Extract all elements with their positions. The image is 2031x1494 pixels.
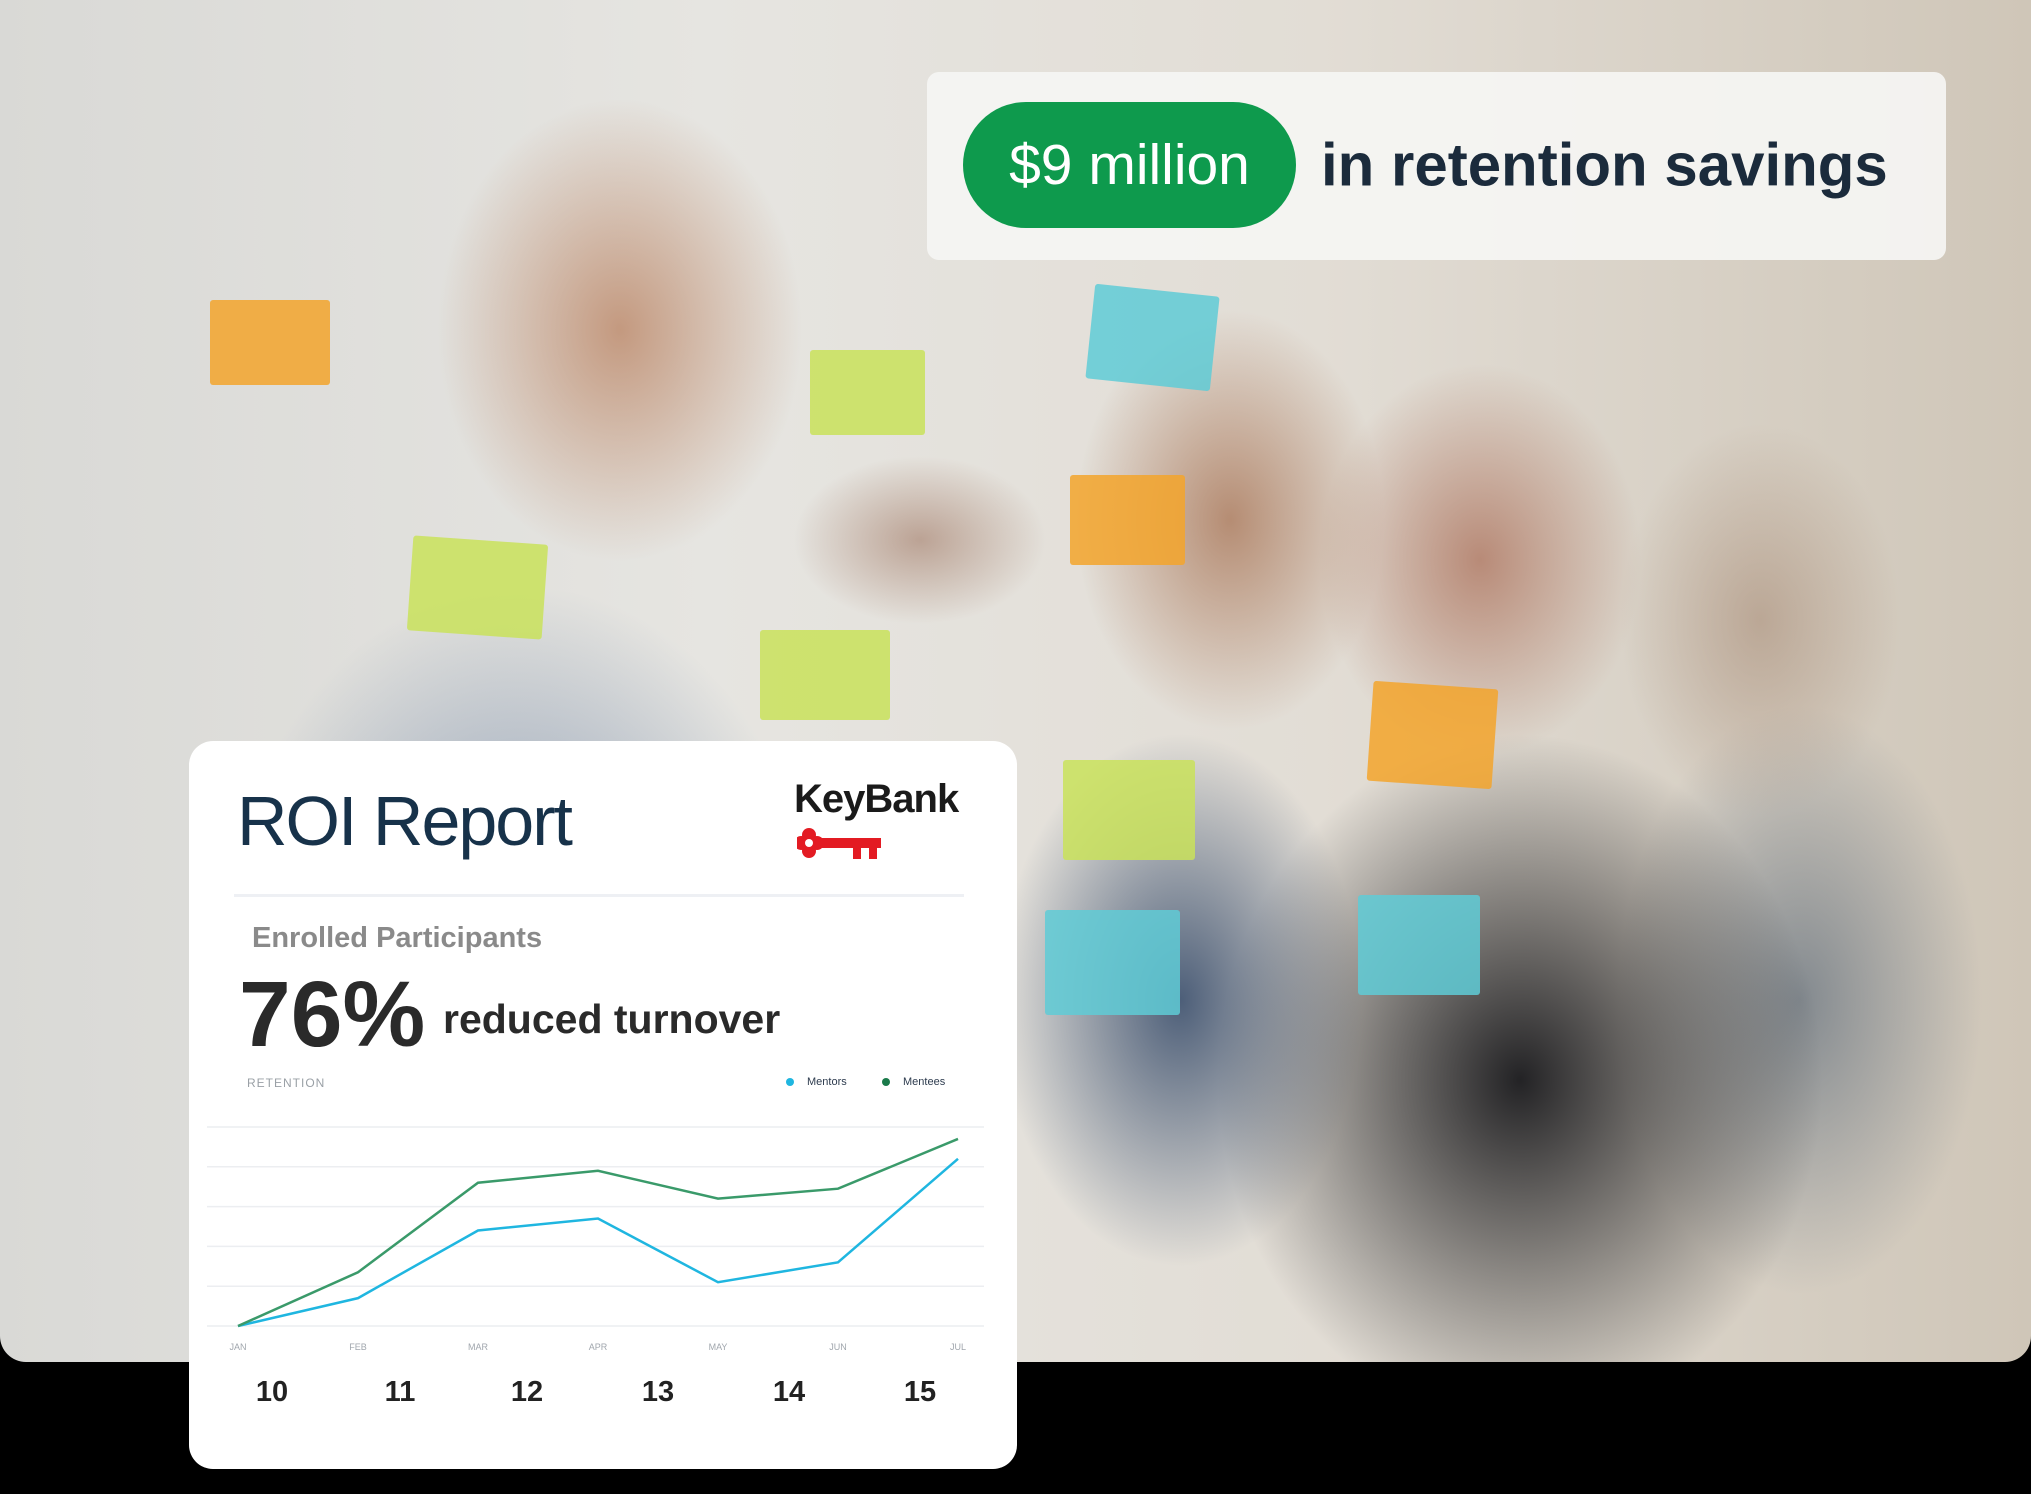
x-tick-label: MAR (468, 1342, 488, 1352)
savings-banner: $9 million in retention savings (927, 72, 1946, 260)
chart-title: RETENTION (247, 1076, 326, 1090)
sticky-note (1085, 283, 1220, 392)
legend-dot-mentors (786, 1078, 794, 1086)
sticky-note (1358, 895, 1480, 995)
legend-label-mentees: Mentees (903, 1076, 946, 1088)
card-title: ROI Report (237, 782, 573, 860)
x-tick-label: FEB (349, 1342, 367, 1352)
sticky-note (1366, 680, 1499, 790)
sticky-note (810, 350, 925, 435)
period-number: 15 (903, 1376, 937, 1408)
sticky-note (406, 535, 549, 640)
period-number: 11 (384, 1376, 416, 1408)
sticky-note (1070, 475, 1185, 565)
legend-label-mentors: Mentors (807, 1076, 847, 1088)
retention-chart (207, 1126, 984, 1328)
divider (234, 894, 964, 897)
series-line-mentees (237, 1137, 959, 1328)
x-tick-label: APR (588, 1342, 608, 1352)
section-subtitle: Enrolled Participants (252, 922, 543, 954)
x-tick-label: JAN (229, 1342, 247, 1352)
roi-report-card: ROI Report KeyBank Enrolled Participants… (189, 741, 1017, 1469)
sticky-note (210, 300, 330, 385)
x-tick-label: JUL (949, 1342, 967, 1352)
period-number: 14 (772, 1376, 806, 1408)
stat-value: 76% (239, 962, 426, 1066)
stat-label: reduced turnover (443, 996, 781, 1042)
period-number: 13 (641, 1376, 675, 1408)
savings-amount-pill: $9 million (963, 102, 1296, 228)
key-icon (797, 828, 881, 859)
sticky-note (760, 630, 890, 720)
keybank-logo: KeyBank (794, 777, 959, 821)
savings-label: in retention savings (1321, 131, 1888, 199)
legend-dot-mentees (882, 1078, 890, 1086)
sticky-note (1045, 910, 1180, 1015)
period-number: 12 (510, 1376, 544, 1408)
series-line-mentors (237, 1157, 959, 1328)
sticky-note (1063, 760, 1195, 860)
period-number: 10 (255, 1376, 289, 1408)
x-tick-label: JUN (829, 1342, 847, 1352)
x-tick-label: MAY (708, 1342, 728, 1352)
